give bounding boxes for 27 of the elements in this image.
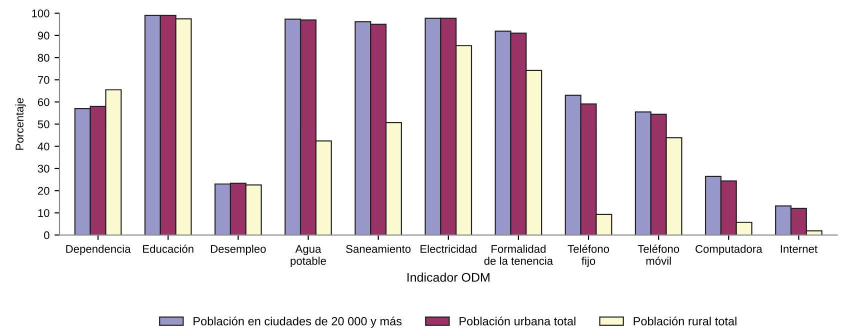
x-axis-title: Indicador ODM: [408, 272, 490, 282]
x-tick-label: Teléfono fijo: [568, 244, 610, 268]
x-tick-label: Saneamiento: [346, 244, 411, 253]
x-tick-label: Computadora: [696, 244, 762, 256]
y-tick-label: 30: [38, 164, 50, 173]
legend-label: Población urbana total: [460, 316, 576, 326]
x-tick-label: Teléfono móvil: [638, 244, 680, 265]
x-tick-label: Desempleo: [210, 244, 266, 256]
x-tick-label: Educación: [143, 244, 194, 253]
y-tick-label: 10: [38, 209, 50, 217]
y-tick-label: 20: [38, 186, 50, 195]
x-tick-label: Internet: [780, 245, 818, 253]
y-tick-label: 70: [38, 76, 50, 84]
x-tick-label: Agua potable: [290, 245, 326, 268]
y-axis-title: Porcentaje: [15, 98, 26, 150]
x-tick-label: Electricidad: [420, 244, 476, 253]
legend-label: Población rural total: [634, 316, 736, 326]
y-tick-label: 60: [38, 98, 50, 106]
y-tick-label: 50: [38, 120, 50, 128]
x-tick-label: Dependencia: [66, 244, 131, 256]
y-tick-label: 90: [38, 32, 50, 40]
y-tick-label: 40: [38, 142, 50, 150]
y-tick-label: 0: [44, 231, 50, 240]
y-tick-label: 80: [38, 54, 50, 62]
x-tick-label: Formalidad de la tenencia: [484, 244, 554, 265]
y-tick-label: 100: [32, 10, 50, 18]
legend-label: Población en ciudades de 20 000 y más: [194, 316, 402, 328]
